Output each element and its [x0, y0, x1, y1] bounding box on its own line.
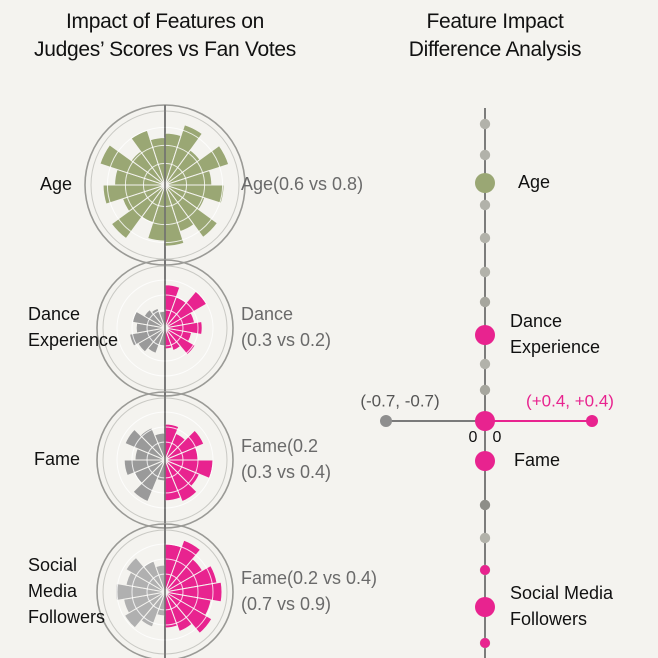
- strip-feature-label-4: Social Media Followers: [510, 583, 614, 629]
- strip-right-point-label: (+0.4, +0.4): [526, 391, 614, 410]
- radial-value-text-line-2: (0.3 vs 0.4): [241, 462, 331, 482]
- radial-petal-right: [164, 184, 219, 239]
- radial-value-text-line-2: (0.7 vs 0.9): [241, 594, 331, 614]
- radial-value-text-line-1: Age(0.6 vs 0.8): [241, 174, 363, 194]
- radial-petal-left: [132, 459, 166, 503]
- radial-petal-right: [164, 327, 196, 356]
- radial-petal-right: [164, 539, 202, 593]
- radial-petal-right: [164, 591, 193, 633]
- strip-zero-right: 0: [493, 429, 502, 446]
- radial-value-text-line-1: Dance: [241, 304, 293, 324]
- strip-small-dot-accent: [480, 638, 490, 648]
- radial-chart-title-line-2: Judges’ Scores vs Fan Votes: [34, 38, 296, 61]
- radial-feature-label-line-1: Fame: [34, 449, 80, 469]
- strip-small-dot: [479, 118, 491, 130]
- strip-small-dot: [479, 266, 491, 278]
- radial-petal-right: [164, 581, 223, 603]
- radial-feature-label-line-2: Media: [28, 581, 78, 601]
- strip-feature-label-2: Dance Experience: [510, 311, 600, 357]
- radial-value-text-4: Fame(0.2 vs 0.4) (0.7 vs 0.9): [241, 568, 377, 614]
- radial-petal-right: [164, 144, 230, 186]
- strip-small-dot: [479, 499, 491, 511]
- radial-petal-left: [110, 184, 166, 240]
- radial-value-text-2: Dance (0.3 vs 0.2): [241, 304, 331, 350]
- radial-glyph-2: Dance Experience Dance (0.3 vs 0.2): [28, 259, 331, 397]
- strip-right-point: [586, 415, 598, 427]
- strip-small-dot: [479, 358, 491, 370]
- radial-value-text-1: Age(0.6 vs 0.8): [241, 174, 363, 194]
- radial-petal-left: [125, 556, 166, 593]
- strip-feature-dot-1: [475, 173, 495, 193]
- strip-feature-label-line-1: Social Media: [510, 583, 614, 603]
- strip-feature-label-line-1: Age: [518, 172, 550, 192]
- radial-petal-left: [102, 184, 166, 205]
- radial-feature-label-line-1: Age: [40, 174, 72, 194]
- radial-chart-title: Impact of Features on Judges’ Scores vs …: [0, 8, 330, 64]
- strip-feature-dot-3: [475, 451, 495, 471]
- strip-small-dot: [479, 199, 491, 211]
- radial-feature-label-line-1: Social: [28, 555, 77, 575]
- strip-feature-dot-2: [475, 325, 495, 345]
- radial-glyph-3: Fame Fame(0.2 (0.3 vs 0.4): [34, 391, 331, 529]
- radial-feature-label-line-2: Experience: [28, 330, 118, 350]
- strip-small-dot: [479, 532, 491, 544]
- radial-feature-label-4: Social Media Followers: [28, 555, 105, 627]
- strip-zero-left: 0: [469, 429, 478, 446]
- radial-glyph-1: Age Age(0.6 vs 0.8): [40, 104, 363, 266]
- strip-left-point-label: (-0.7, -0.7): [360, 391, 439, 410]
- radial-petal-left: [123, 591, 166, 629]
- difference-dot-strip: Age Dance Experience Fame Social Media Follow…: [360, 108, 614, 658]
- radial-petal-left: [139, 427, 166, 461]
- strip-feature-label-line-2: Experience: [510, 337, 600, 357]
- radial-petal-right: [164, 459, 198, 503]
- difference-chart-title: Feature Impact Difference Analysis: [350, 8, 640, 64]
- radial-petal-right: [164, 327, 182, 352]
- strip-small-dot: [479, 296, 491, 308]
- radial-petal-left: [128, 327, 166, 347]
- radial-petal-right: [164, 429, 205, 461]
- radial-chart-title-line-1: Impact of Features on: [66, 10, 264, 33]
- radial-feature-label-line-1: Dance: [28, 304, 80, 324]
- strip-feature-label-line-1: Dance: [510, 311, 562, 331]
- strip-small-dot: [479, 232, 491, 244]
- strip-small-dot: [479, 149, 491, 161]
- radial-value-text-3: Fame(0.2 (0.3 vs 0.4): [241, 436, 331, 482]
- strip-left-point: [380, 415, 392, 427]
- strip-feature-label-1: Age: [518, 172, 550, 192]
- difference-chart-title-line-2: Difference Analysis: [408, 38, 582, 61]
- strip-feature-label-line-2: Followers: [510, 609, 587, 629]
- strip-feature-label-line-1: Fame: [514, 450, 560, 470]
- radial-bar-chart: Age Age(0.6 vs 0.8) Dance Experience Dance (0…: [28, 104, 377, 658]
- strip-small-dot: [479, 384, 491, 396]
- radial-feature-label-line-3: Followers: [28, 607, 105, 627]
- radial-value-text-line-1: Fame(0.2 vs 0.4): [241, 568, 377, 588]
- radial-petal-right: [164, 591, 213, 635]
- strip-origin-dot: [475, 411, 495, 431]
- radial-petal-right: [164, 124, 203, 186]
- difference-chart-title-line-1: Feature Impact: [426, 10, 564, 33]
- radial-feature-label-1: Age: [40, 174, 72, 194]
- strip-feature-dot-4: [475, 597, 495, 617]
- strip-feature-label-3: Fame: [514, 450, 560, 470]
- radial-petal-left: [124, 428, 166, 461]
- radial-value-text-line-1: Fame(0.2: [241, 436, 318, 456]
- radial-petal-left: [143, 308, 166, 329]
- radial-value-text-line-2: (0.3 vs 0.2): [241, 330, 331, 350]
- radial-feature-label-2: Dance Experience: [28, 304, 118, 350]
- strip-small-dot-accent: [480, 565, 490, 575]
- radial-feature-label-3: Fame: [34, 449, 80, 469]
- radial-glyph-4: Social Media Followers Fame(0.2 vs 0.4) (0.7…: [28, 523, 377, 658]
- radial-petal-left: [115, 582, 166, 602]
- radial-petal-right: [164, 320, 203, 336]
